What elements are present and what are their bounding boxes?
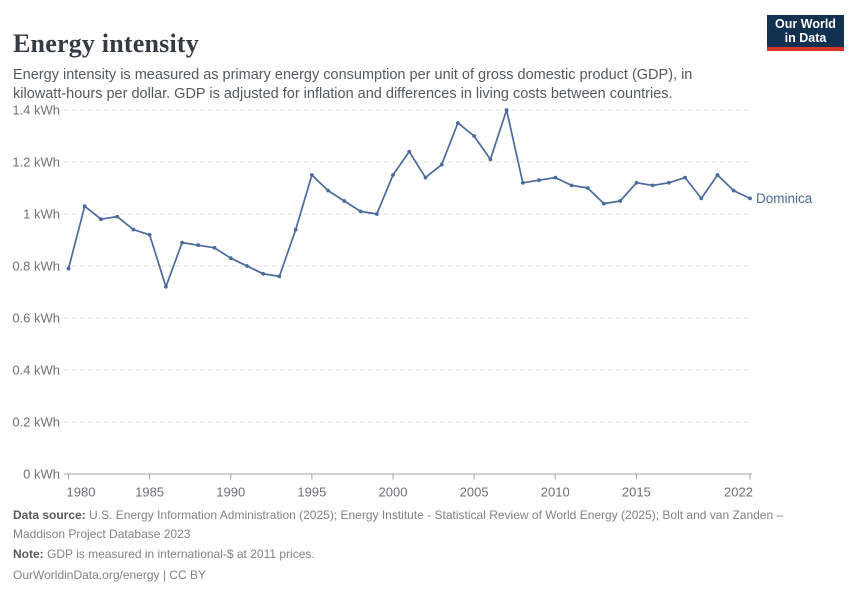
owid-logo[interactable]: Our World in Data <box>767 15 844 51</box>
data-point[interactable] <box>456 121 460 125</box>
data-point[interactable] <box>439 162 444 167</box>
chart-subtitle: Energy intensity is measured as primary … <box>13 66 693 102</box>
x-axis-tick-label: 1990 <box>216 485 245 500</box>
x-axis-tick-label: 2000 <box>379 485 408 500</box>
data-point[interactable] <box>245 264 249 268</box>
y-axis-tick-label: 1.4 kWh <box>12 103 60 118</box>
data-point[interactable] <box>358 209 363 214</box>
note-text: GDP is measured in international-$ at 20… <box>43 547 315 561</box>
owid-logo-line1: Our World <box>775 17 836 31</box>
data-point[interactable] <box>212 245 217 250</box>
y-axis-tick-label: 0.2 kWh <box>12 415 60 430</box>
data-point[interactable] <box>99 217 103 222</box>
data-point[interactable] <box>748 196 752 201</box>
owid-energy-link[interactable]: OurWorldinData.org/energy | CC BY <box>13 567 206 582</box>
data-point[interactable] <box>472 134 476 138</box>
y-axis-tick-label: 0.8 kWh <box>12 259 60 274</box>
data-source-label: Data source: <box>13 508 86 522</box>
data-point[interactable] <box>537 178 541 183</box>
data-point[interactable] <box>504 108 509 112</box>
y-axis-tick-label: 1 kWh <box>23 207 60 222</box>
x-axis-tick-label: 2005 <box>460 485 489 500</box>
x-axis-tick-label: 2015 <box>622 485 651 500</box>
data-source-line: Data source: U.S. Energy Information Adm… <box>13 506 788 543</box>
data-point[interactable] <box>310 173 314 177</box>
data-point[interactable] <box>261 271 266 276</box>
data-point[interactable] <box>391 173 395 177</box>
data-point[interactable] <box>196 243 201 248</box>
data-point[interactable] <box>180 240 185 245</box>
x-axis-tick-label: 1980 <box>67 485 96 500</box>
data-point[interactable] <box>164 284 168 289</box>
trend-line[interactable] <box>67 109 751 288</box>
data-point[interactable] <box>342 199 347 203</box>
data-point[interactable] <box>715 173 720 177</box>
data-point[interactable] <box>228 256 233 261</box>
data-point[interactable] <box>488 157 493 162</box>
data-source-text: U.S. Energy Information Administration (… <box>13 508 784 541</box>
data-point[interactable] <box>602 201 606 206</box>
x-axis-tick-label: 1985 <box>135 485 164 500</box>
data-point[interactable] <box>277 274 282 279</box>
data-point[interactable] <box>115 214 120 219</box>
data-point[interactable] <box>666 180 671 185</box>
data-point[interactable] <box>374 212 379 216</box>
data-point[interactable] <box>326 188 330 193</box>
data-point[interactable] <box>82 204 87 209</box>
data-point[interactable] <box>634 180 639 185</box>
data-point[interactable] <box>731 188 736 193</box>
x-axis-tick-label: 2022 <box>724 485 753 500</box>
chart-footer: Data source: U.S. Energy Information Adm… <box>13 506 788 586</box>
x-axis-tick-label: 1995 <box>297 485 326 500</box>
y-axis-tick-label: 0 kWh <box>23 467 60 482</box>
data-point[interactable] <box>618 199 623 203</box>
license-line: OurWorldinData.org/energy | CC BY <box>13 566 788 585</box>
data-point[interactable] <box>520 180 525 185</box>
y-axis-tick-label: 0.4 kWh <box>12 363 60 378</box>
series-label-dominica[interactable]: Dominica <box>756 191 813 206</box>
data-point[interactable] <box>650 183 655 188</box>
owid-logo-line2: in Data <box>784 31 827 45</box>
y-axis-tick-label: 1.2 kWh <box>12 155 60 170</box>
x-axis-tick-label: 2010 <box>541 485 570 500</box>
data-point[interactable] <box>553 175 558 180</box>
data-point[interactable] <box>407 149 412 154</box>
chart-canvas[interactable]: 0 kWh 0.2 kWh 0.4 kWh 0.6 kWh 0.8 kWh 1 kWh 1.… <box>0 95 850 500</box>
data-point[interactable] <box>699 196 704 201</box>
page-title: Energy intensity <box>13 29 199 59</box>
note-line: Note: GDP is measured in international-$… <box>13 545 788 564</box>
data-point[interactable] <box>585 186 590 190</box>
note-label: Note: <box>13 547 44 561</box>
data-point[interactable] <box>683 175 687 180</box>
data-point[interactable] <box>131 227 136 232</box>
data-point[interactable] <box>66 266 71 271</box>
y-axis-tick-label: 0.6 kWh <box>12 311 60 326</box>
data-point[interactable] <box>569 183 574 188</box>
data-point[interactable] <box>423 175 428 180</box>
data-point[interactable] <box>147 232 152 237</box>
data-point[interactable] <box>293 227 298 232</box>
